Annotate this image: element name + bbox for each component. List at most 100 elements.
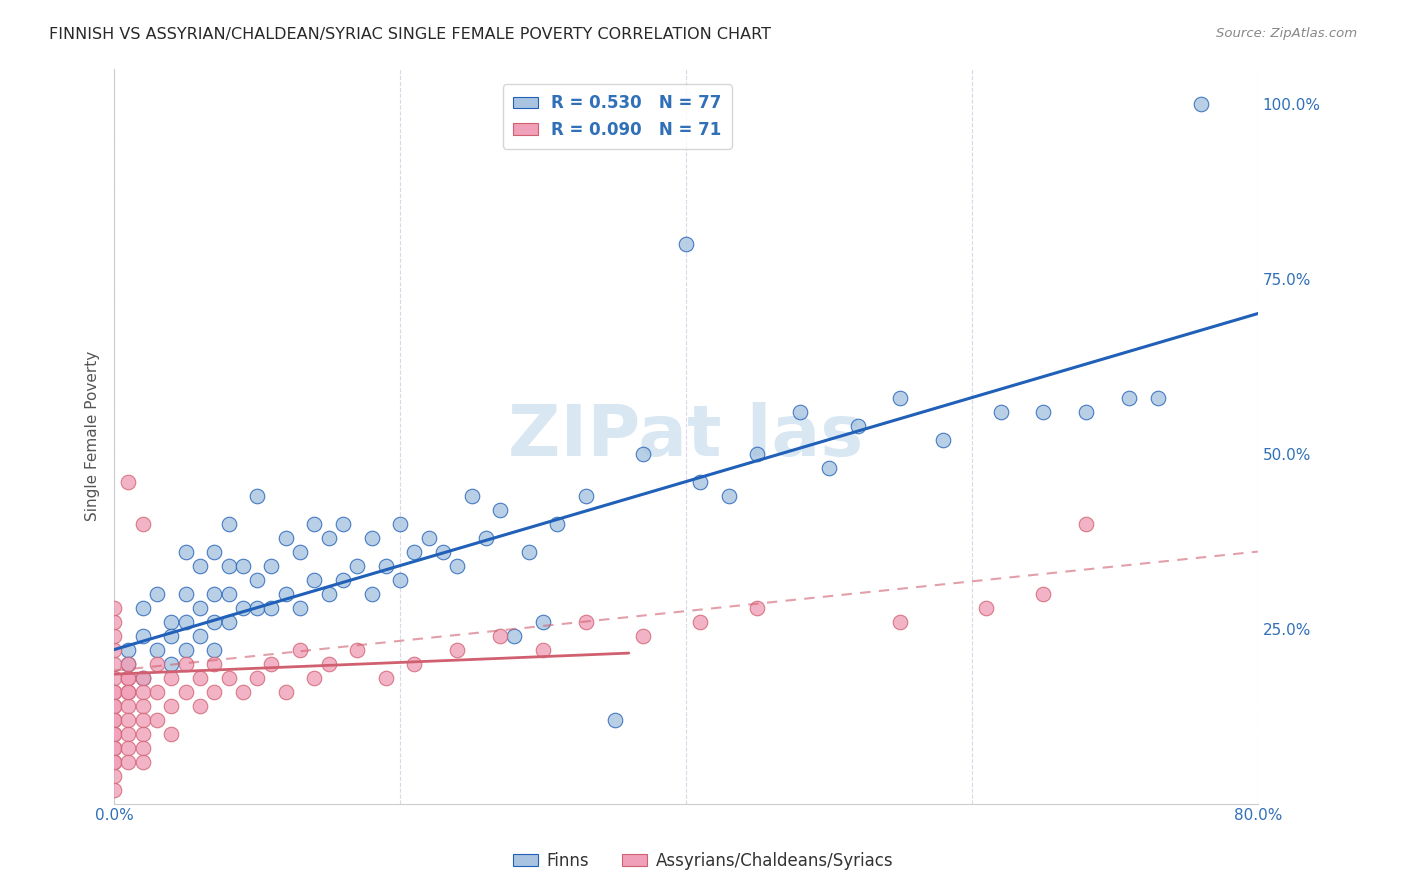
Legend: Finns, Assyrians/Chaldeans/Syriacs: Finns, Assyrians/Chaldeans/Syriacs <box>506 846 900 877</box>
Point <box>818 460 841 475</box>
Point <box>274 684 297 698</box>
Point <box>432 544 454 558</box>
Point <box>246 573 269 587</box>
Point <box>631 446 654 460</box>
Point <box>174 642 197 657</box>
Point <box>132 755 155 769</box>
Point <box>103 615 125 629</box>
Point <box>117 726 139 740</box>
Point <box>103 713 125 727</box>
Point <box>132 740 155 755</box>
Point <box>304 671 326 685</box>
Point <box>117 657 139 671</box>
Point <box>318 657 340 671</box>
Point <box>188 671 211 685</box>
Point <box>990 404 1012 418</box>
Point <box>146 713 169 727</box>
Point <box>117 657 139 671</box>
Point <box>603 713 626 727</box>
Point <box>889 615 911 629</box>
Point <box>103 684 125 698</box>
Point <box>1146 391 1168 405</box>
Point <box>1076 516 1098 531</box>
Point <box>460 489 482 503</box>
Point <box>360 586 382 600</box>
Point <box>689 475 711 489</box>
Point <box>117 698 139 713</box>
Point <box>1189 96 1212 111</box>
Point <box>103 698 125 713</box>
Point <box>374 558 396 573</box>
Point <box>404 544 426 558</box>
Point <box>288 544 311 558</box>
Text: ZIPat las: ZIPat las <box>509 401 863 471</box>
Point <box>160 726 183 740</box>
Text: Source: ZipAtlas.com: Source: ZipAtlas.com <box>1216 27 1357 40</box>
Point <box>132 726 155 740</box>
Point <box>260 558 283 573</box>
Point <box>575 615 598 629</box>
Point <box>374 671 396 685</box>
Point <box>246 600 269 615</box>
Point <box>546 516 568 531</box>
Point <box>517 544 540 558</box>
Point <box>202 657 225 671</box>
Point <box>489 502 512 516</box>
Point <box>103 657 125 671</box>
Legend: R = 0.530   N = 77, R = 0.090   N = 71: R = 0.530 N = 77, R = 0.090 N = 71 <box>503 84 731 149</box>
Point <box>103 698 125 713</box>
Point <box>117 755 139 769</box>
Point <box>103 782 125 797</box>
Point <box>332 516 354 531</box>
Point <box>103 713 125 727</box>
Point <box>932 433 955 447</box>
Point <box>218 586 240 600</box>
Point <box>132 698 155 713</box>
Point <box>188 629 211 643</box>
Point <box>103 740 125 755</box>
Point <box>146 586 169 600</box>
Point <box>202 684 225 698</box>
Point <box>1032 586 1054 600</box>
Point <box>1118 391 1140 405</box>
Point <box>103 755 125 769</box>
Point <box>789 404 811 418</box>
Point <box>146 684 169 698</box>
Point <box>689 615 711 629</box>
Point <box>132 600 155 615</box>
Point <box>160 657 183 671</box>
Point <box>1076 404 1098 418</box>
Y-axis label: Single Female Poverty: Single Female Poverty <box>86 351 100 521</box>
Point <box>103 769 125 783</box>
Point <box>346 642 368 657</box>
Point <box>318 531 340 545</box>
Point <box>503 629 526 643</box>
Point <box>475 531 498 545</box>
Point <box>146 642 169 657</box>
Point <box>132 671 155 685</box>
Point <box>117 671 139 685</box>
Point <box>202 586 225 600</box>
Point <box>747 446 769 460</box>
Point <box>489 629 512 643</box>
Point <box>747 600 769 615</box>
Point <box>132 629 155 643</box>
Point <box>132 516 155 531</box>
Point <box>288 600 311 615</box>
Point <box>160 615 183 629</box>
Point <box>675 236 697 251</box>
Point <box>174 684 197 698</box>
Point <box>103 671 125 685</box>
Point <box>274 586 297 600</box>
Point <box>446 558 468 573</box>
Point <box>318 586 340 600</box>
Point <box>332 573 354 587</box>
Point <box>202 544 225 558</box>
Point <box>174 615 197 629</box>
Point <box>174 544 197 558</box>
Point <box>218 671 240 685</box>
Point <box>103 726 125 740</box>
Point <box>304 573 326 587</box>
Point <box>389 516 412 531</box>
Point <box>174 657 197 671</box>
